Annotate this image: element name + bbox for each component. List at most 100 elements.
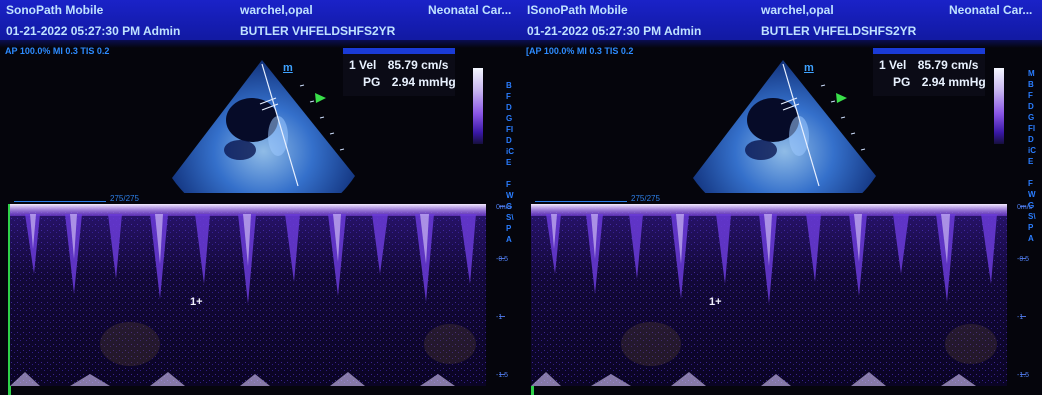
b-mode-sector-image <box>172 60 355 193</box>
measurement-cursor[interactable]: 1+ <box>190 296 203 308</box>
measurement-box: 1 Vel 85.79 cm/s PG 2.94 mmHg <box>873 48 986 96</box>
orientation-marker: m <box>804 62 814 74</box>
exam-type: Neonatal Car... <box>949 3 1033 17</box>
exam-type: Neonatal Car... <box>428 3 512 17</box>
measurement-box: 1 Vel 85.79 cm/s PG 2.94 mmHg <box>343 48 456 96</box>
ultrasound-screen-left: SonoPath Mobile 01-21-2022 05:27:30 PM A… <box>0 0 521 395</box>
side-letter: FI <box>1028 124 1036 133</box>
header-shade <box>0 40 521 48</box>
side-letter: B <box>1028 80 1034 89</box>
spectral-doppler-trace <box>531 204 1007 386</box>
side-letter-spacer <box>506 168 520 179</box>
header-bar: SonoPath Mobile 01-21-2022 05:27:30 PM A… <box>0 0 521 42</box>
cursor-label: 1 <box>709 296 716 308</box>
scale-tick <box>499 206 505 207</box>
scale-label: 275/275 <box>631 194 660 203</box>
side-letter: iC <box>1028 146 1036 155</box>
pressure-gradient-row: PG 2.94 mmHg <box>893 75 986 89</box>
cursor-label: 1 <box>190 296 197 308</box>
side-letter: B <box>506 81 512 90</box>
patient-name: warchel,opal <box>240 3 313 17</box>
velocity-row: 1 Vel 85.79 cm/s <box>879 58 978 72</box>
pg-value: 2.94 mmHg <box>921 75 986 89</box>
app-title: ISonoPath Mobile <box>527 3 628 17</box>
side-letter: D <box>1028 102 1034 111</box>
side-letter: G <box>1028 113 1035 122</box>
scale-tick <box>1020 206 1026 207</box>
measurement-index: 1 <box>879 58 886 72</box>
side-letter: S\ <box>1028 212 1036 221</box>
scale-label-bottom: -1.5 <box>1017 372 1030 379</box>
side-letter: S\ <box>506 213 514 222</box>
scale-line <box>14 201 106 202</box>
side-letter: W <box>1028 190 1036 199</box>
side-letter: F <box>1028 179 1033 188</box>
side-letter: F <box>1028 91 1033 100</box>
side-letters-left: B F D G FI D iC E F W G S\ P A <box>506 80 520 245</box>
scale-tick <box>499 374 505 375</box>
measurement-index: 1 <box>349 58 356 72</box>
orientation-marker: m <box>283 62 293 74</box>
scale-label: 275/275 <box>110 194 139 203</box>
side-letter: iC <box>506 147 514 156</box>
scale-tick <box>499 316 505 317</box>
side-letter: D <box>1028 135 1034 144</box>
side-letter: G <box>506 202 513 211</box>
side-letter: A <box>1028 234 1034 243</box>
scale-label-low: -1 <box>496 314 503 321</box>
acoustic-power-readout: AP 100.0% MI 0.3 TIS 0.2 <box>5 46 110 56</box>
crosshair-icon: + <box>196 296 203 308</box>
doppler-baseline-marker <box>8 204 11 395</box>
velocity-scale: 0m/s -0.5 -1 -1.5 <box>1009 204 1042 386</box>
scale-tick <box>1020 374 1026 375</box>
side-letter: W <box>506 191 514 200</box>
side-letter: FI <box>506 125 514 134</box>
ultrasound-screen-right: ISonoPath Mobile 01-21-2022 05:27:30 PM … <box>521 0 1042 395</box>
side-letters-right: M B F D G FI D iC E F W G S\ P A <box>1028 68 1042 244</box>
exam-datetime: 01-21-2022 05:27:30 PM Admin <box>527 24 702 38</box>
side-letter: F <box>506 92 511 101</box>
header-shade <box>521 40 1042 48</box>
velocity-value: 85.79 cm/s <box>917 58 979 72</box>
scale-label-low: -1 <box>1017 314 1024 321</box>
side-letter: E <box>1028 157 1034 166</box>
patient-id: BUTLER VHFELDSHFS2YR <box>761 24 917 38</box>
velocity-row: 1 Vel 85.79 cm/s <box>349 58 448 72</box>
pg-value: 2.94 mmHg <box>391 75 456 89</box>
scale-tick <box>1020 316 1026 317</box>
patient-name: warchel,opal <box>761 3 834 17</box>
scale-tick <box>1020 258 1026 259</box>
scale-label-mid: -0.5 <box>496 256 509 263</box>
scale-label-mid: -0.5 <box>1017 256 1030 263</box>
side-letter: F <box>506 180 511 189</box>
header-bar: ISonoPath Mobile 01-21-2022 05:27:30 PM … <box>521 0 1042 42</box>
side-letter: D <box>506 103 512 112</box>
spectral-doppler-trace <box>10 204 486 386</box>
scale-label-bottom: -1.5 <box>496 372 509 379</box>
exam-datetime: 01-21-2022 05:27:30 PM Admin <box>6 24 181 38</box>
side-letter: E <box>506 158 512 167</box>
side-letter: P <box>1028 223 1034 232</box>
side-letter: G <box>506 114 513 123</box>
side-letter: P <box>506 224 512 233</box>
crosshair-icon: + <box>715 296 722 308</box>
side-letter: M <box>1028 69 1035 78</box>
side-letter: A <box>506 235 512 244</box>
pg-label: PG <box>893 75 911 89</box>
velocity-label: Vel <box>889 58 907 72</box>
pg-label: PG <box>363 75 381 89</box>
measurement-cursor[interactable]: 1+ <box>709 296 722 308</box>
side-letter: G <box>1028 201 1035 210</box>
scale-tick <box>499 258 505 259</box>
doppler-color-bar <box>994 68 1004 144</box>
scale-label-top: 0m/s <box>1017 204 1033 211</box>
b-mode-sector-image <box>693 60 876 193</box>
scale-label-top: 0m/s <box>496 204 512 211</box>
patient-id: BUTLER VHFELDSHFS2YR <box>240 24 396 38</box>
acoustic-power-readout: [AP 100.0% MI 0.3 TIS 0.2 <box>526 46 634 56</box>
side-letter-spacer <box>1028 167 1042 178</box>
app-title: SonoPath Mobile <box>6 3 104 17</box>
scale-line <box>535 201 627 202</box>
velocity-scale: 0m/s -0.5 -1 -1.5 <box>488 204 521 386</box>
